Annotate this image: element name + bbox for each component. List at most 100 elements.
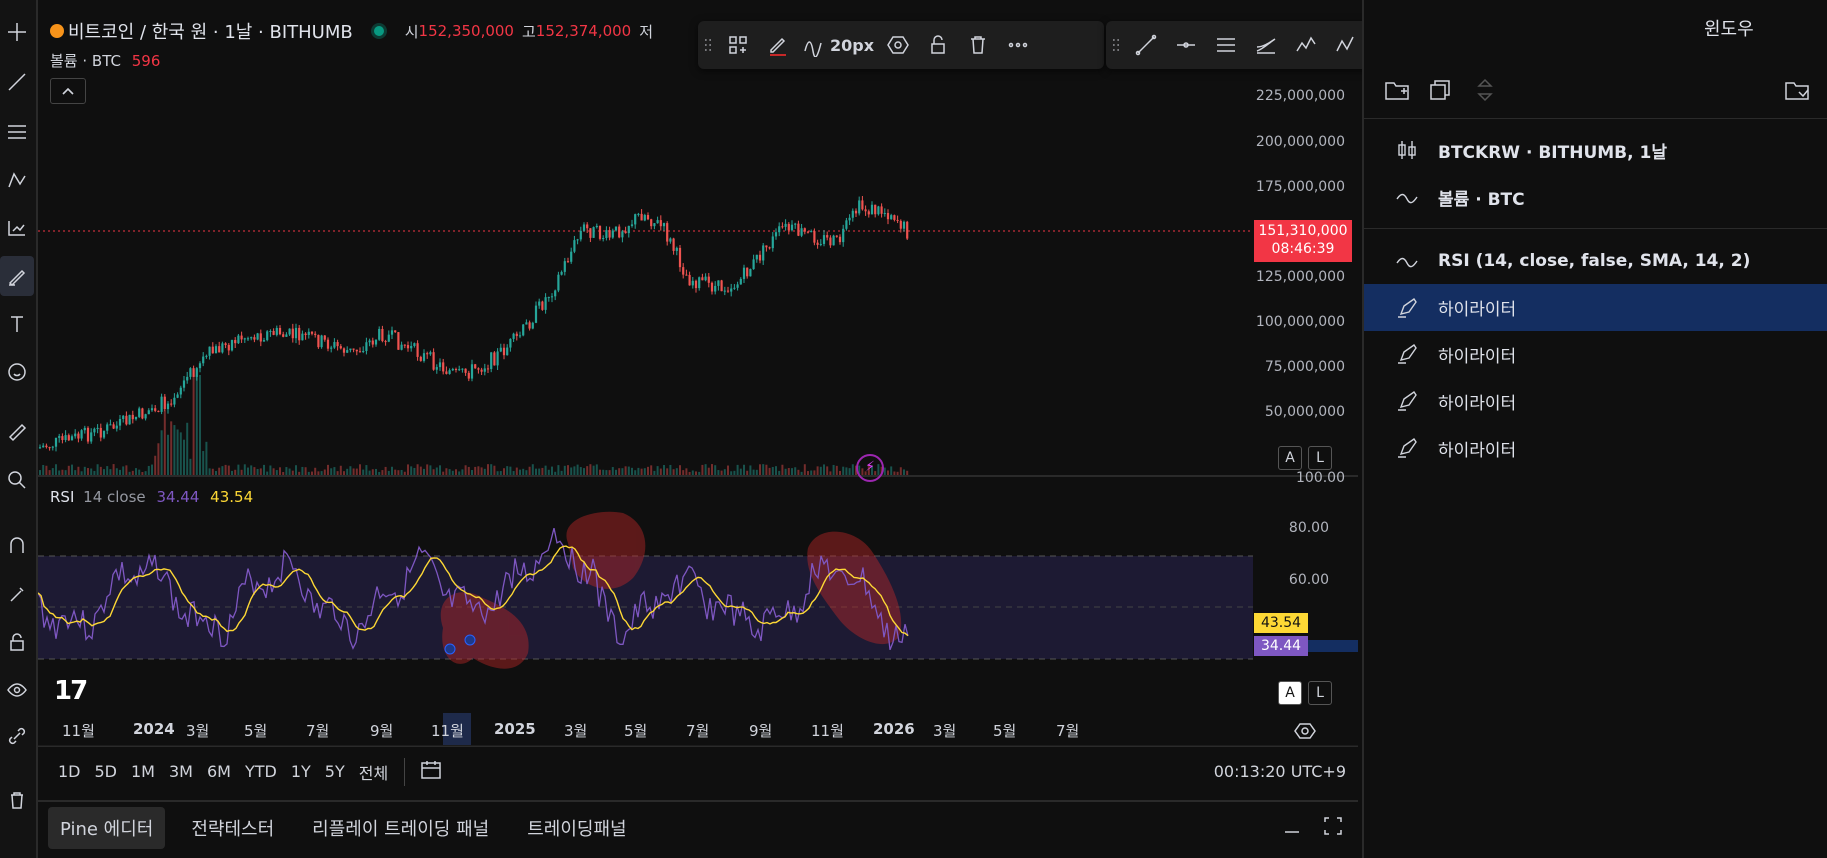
tree-item-highlighter-3[interactable]: 하이라이터 [1364, 378, 1827, 424]
rsi-marker [464, 634, 476, 646]
trendline-icon[interactable] [0, 62, 34, 102]
more-icon[interactable] [998, 25, 1038, 65]
tree-item-label: RSI (14, close, false, SMA, 14, 2) [1438, 251, 1751, 271]
tree-item-label: 하이라이터 [1438, 440, 1517, 461]
collapse-legend-button[interactable] [50, 78, 86, 104]
time-axis-label: 2025 [494, 720, 536, 738]
timeframe-1m[interactable]: 1M [131, 762, 155, 781]
wave-icon [1394, 184, 1424, 210]
open-value: 152,350,000 [418, 22, 514, 40]
rsi-ma-line [38, 545, 909, 637]
market-status-icon [370, 23, 387, 39]
price-tick: 125,000,000 [1255, 269, 1345, 285]
object-tree-icon[interactable] [718, 25, 758, 65]
trash-icon[interactable] [0, 780, 34, 820]
trendline-tool-icon[interactable] [1126, 25, 1166, 65]
time-axis-label: 3월 [933, 722, 957, 740]
text-icon[interactable] [0, 304, 34, 344]
highlighter-icon [1394, 388, 1424, 414]
calendar-icon[interactable] [419, 758, 443, 786]
lock-icon[interactable] [0, 622, 34, 662]
ruler-icon[interactable] [0, 412, 34, 452]
chart-canvas[interactable] [38, 8, 1358, 798]
pattern-icon[interactable] [0, 160, 34, 200]
tree-item-label: 하이라이터 [1438, 300, 1517, 320]
zoom-icon[interactable] [0, 460, 34, 500]
tree-item-highlighter-1[interactable]: 하이라이터 [1364, 284, 1827, 331]
time-axis-label: 11월 [431, 722, 464, 740]
tree-item-rsi[interactable]: RSI (14, close, false, SMA, 14, 2) [1364, 238, 1827, 284]
tab-trading-panel[interactable]: 트레이딩패널 [515, 807, 638, 849]
settings-icon[interactable] [878, 25, 918, 65]
window-label[interactable]: 윈도우 [1704, 19, 1754, 40]
timeframe-all[interactable]: 전체 [358, 763, 389, 783]
tab-label: 트레이딩패널 [527, 819, 627, 840]
parallel-channel-icon[interactable] [1206, 25, 1246, 65]
drag-handle-icon[interactable] [1106, 25, 1126, 65]
line-width-button[interactable]: 20px [798, 25, 878, 65]
rsi-auto-scale-button[interactable]: A [1278, 681, 1302, 705]
brush-icon[interactable] [0, 256, 34, 296]
rsi-ma-tag: 43.54 [1254, 613, 1308, 633]
delete-icon[interactable] [958, 25, 998, 65]
clock[interactable]: 00:13:20 UTC+9 [1213, 762, 1346, 781]
clone-icon[interactable] [1428, 78, 1454, 106]
settings-gear-icon[interactable] [1294, 720, 1316, 746]
elliott-wave-icon[interactable] [1286, 25, 1326, 65]
chart-panel[interactable]: 비트코인 / 한국 원 · 1날 · BITHUMB 시 152,350,000 … [38, 8, 1358, 798]
price-candles [38, 195, 909, 452]
price-tick: 175,000,000 [1255, 179, 1345, 195]
reorder-icon[interactable] [1472, 78, 1498, 106]
pencil-color-icon[interactable] [758, 25, 798, 65]
unlock-icon[interactable] [918, 25, 958, 65]
symbol-legend: 비트코인 / 한국 원 · 1날 · BITHUMB 시 152,350,000 … [50, 18, 653, 44]
volume-bars [39, 375, 909, 475]
rsi-tick: 100.00 [1296, 470, 1345, 486]
tab-label: 리플레이 트레이딩 패널 [312, 819, 490, 840]
crosshair-icon[interactable] [0, 12, 34, 52]
timeframe-5d[interactable]: 5D [94, 762, 118, 781]
tree-item-label: 볼륨 · BTC [1438, 189, 1525, 210]
log-scale-button[interactable]: L [1308, 446, 1332, 470]
forecast-icon[interactable] [0, 208, 34, 248]
time-axis-label: 9월 [749, 722, 773, 740]
timeframe-6m[interactable]: 6M [206, 762, 231, 781]
timeframe-3m[interactable]: 3M [168, 762, 193, 781]
link-icon[interactable] [0, 716, 34, 756]
symbol-title[interactable]: 비트코인 / 한국 원 · 1날 · BITHUMB [68, 22, 353, 43]
add-folder-icon[interactable] [1384, 78, 1410, 106]
magnet-icon[interactable] [0, 526, 34, 566]
maximize-icon[interactable] [1322, 815, 1344, 841]
tree-item-main-series[interactable]: BTCKRW · BITHUMB, 1날 [1364, 127, 1827, 173]
emoji-icon[interactable] [0, 352, 34, 392]
tab-pine-editor[interactable]: Pine 에디터 [48, 807, 166, 849]
lightning-icon[interactable]: ⚡ [856, 454, 884, 482]
time-axis[interactable]: 11월 2024 3월 5월 7월 9월 11월 2025 3월 5월 7월 9월 11월 2026 3월 5… [38, 720, 1253, 744]
tree-item-highlighter-4[interactable]: 하이라이터 [1364, 425, 1827, 471]
tab-replay-panel[interactable]: 리플레이 트레이딩 패널 [300, 807, 501, 849]
time-axis-label: 7월 [1056, 722, 1080, 740]
tree-item-highlighter-2[interactable]: 하이라이터 [1364, 331, 1827, 377]
eye-icon[interactable] [0, 670, 34, 710]
hide-all-icon[interactable] [1784, 78, 1810, 106]
auto-scale-button[interactable]: A [1278, 446, 1302, 470]
horizontal-ray-icon[interactable] [1166, 25, 1206, 65]
rsi-marker [444, 643, 456, 655]
timeframe-1d[interactable]: 1D [58, 762, 81, 781]
candles-icon [1394, 137, 1424, 163]
timeframe-ytd[interactable]: YTD [244, 762, 277, 781]
timeframe-1y[interactable]: 1Y [290, 762, 311, 781]
drag-handle-icon[interactable] [698, 25, 718, 65]
fib-icon[interactable] [0, 112, 34, 152]
minimize-icon[interactable] [1282, 816, 1302, 840]
timeframe-5y[interactable]: 5Y [324, 762, 345, 781]
volume-label: 볼륨 · BTC [50, 52, 121, 70]
pitchfork-icon[interactable] [1246, 25, 1286, 65]
highlighter-icon [1394, 295, 1424, 321]
tab-strategy-tester[interactable]: 전략테스터 [179, 807, 286, 849]
rsi-log-scale-button[interactable]: L [1308, 681, 1332, 705]
tree-item-label: BTCKRW · BITHUMB, 1날 [1438, 142, 1667, 163]
tree-item-volume[interactable]: 볼륨 · BTC [1364, 174, 1827, 220]
lock-drawing-icon[interactable] [0, 574, 34, 614]
abcd-pattern-icon[interactable] [1326, 25, 1366, 65]
